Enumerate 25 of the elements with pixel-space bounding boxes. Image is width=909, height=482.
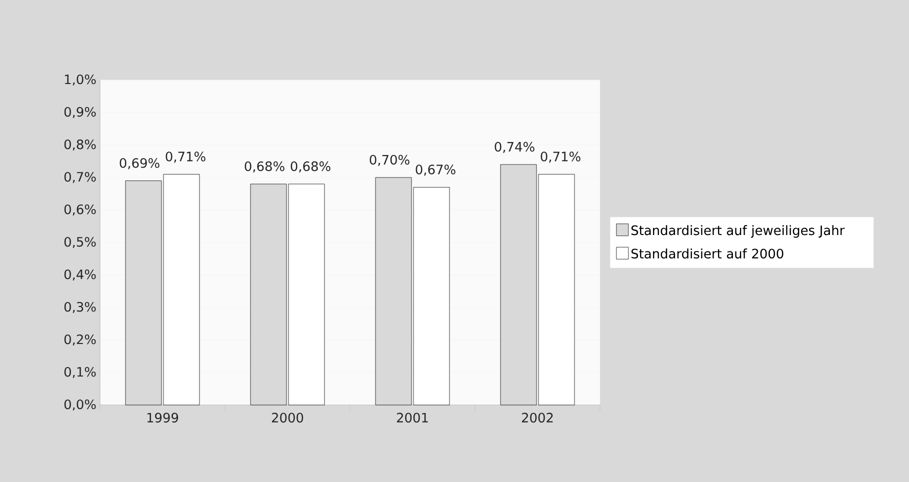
- data-label: 0,69%: [120, 158, 160, 170]
- y-tick-label: 0,9%: [64, 106, 96, 118]
- data-label: 0,71%: [540, 152, 580, 163]
- x-tick-label: 2002: [522, 412, 553, 423]
- x-tick-label: 2001: [396, 412, 428, 423]
- data-label: 0,71%: [166, 152, 206, 163]
- data-label: 0,67%: [416, 164, 456, 176]
- data-label: 0,68%: [244, 161, 284, 172]
- y-tick-label: 0,6%: [64, 204, 96, 216]
- data-label: 0,74%: [494, 142, 534, 153]
- x-tick-label: 2000: [272, 412, 304, 423]
- y-tick-label: 0,8%: [64, 139, 96, 151]
- x-tick-label: 1999: [147, 412, 178, 423]
- y-tick-label: 0,1%: [64, 366, 96, 378]
- y-tick-label: 0,4%: [64, 269, 96, 281]
- data-label: 0,70%: [370, 154, 410, 166]
- y-tick-label: 0,0%: [64, 399, 96, 411]
- y-tick-label: 0,2%: [64, 334, 96, 346]
- y-tick-label: 1,0%: [65, 74, 96, 86]
- legend-label: Standardisiert auf jeweiliges Jahr: [631, 225, 845, 238]
- y-tick-label: 0,3%: [64, 302, 96, 314]
- legend-label: Standardisiert auf 2000: [631, 248, 784, 259]
- data-label: 0,68%: [290, 161, 330, 172]
- y-tick-label: 0,7%: [64, 172, 96, 184]
- y-tick-label: 0,5%: [64, 236, 96, 248]
